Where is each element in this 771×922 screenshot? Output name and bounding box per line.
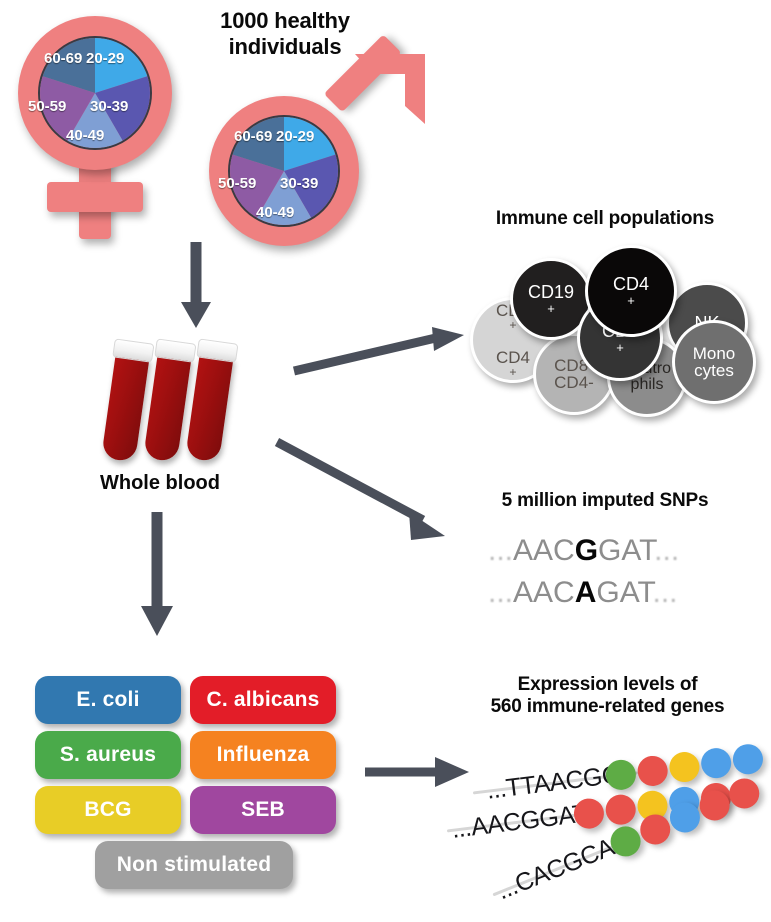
expression-bead (699, 746, 733, 780)
stimulation-label: S. aureus (59, 743, 157, 766)
stimulation-label: Influenza (216, 743, 310, 766)
stimulation-label: Non stimulated (116, 853, 272, 876)
female-gender-symbol: 20-29 30-39 40-49 50-59 60-69 (10, 14, 180, 239)
blood-tube-body (185, 352, 234, 463)
snp-left-flank: AAC (513, 534, 575, 567)
snp-allele-row-2: ...AACAGAT... (488, 576, 678, 610)
immune-cell-label: Mono cytes (692, 343, 736, 380)
pie-label-40-49: 40-49 (256, 204, 295, 221)
arrow-stimulations-to-expression (365, 757, 469, 787)
snps-title: 5 million imputed SNPs (501, 490, 709, 511)
immune-cell-cd4: CD4 + (585, 245, 677, 337)
snp-prefix: ... (488, 534, 514, 567)
pie-label-40-49: 40-49 (66, 127, 105, 144)
arrow-blood-to-snps (274, 438, 445, 540)
snp-allele-row-1: ...AACGGAT... (488, 534, 679, 568)
pie-label-30-39: 30-39 (90, 98, 129, 115)
pie-label-60-69: 60-69 (234, 128, 273, 145)
snp-suffix: ... (654, 534, 680, 567)
immune-cell-label: CD19 + (527, 282, 575, 316)
stimulation-button-seb[interactable]: SEB (190, 786, 336, 834)
stimulation-label: C. albicans (206, 688, 320, 711)
age-pie-female (38, 36, 152, 150)
expression-bead (667, 750, 702, 784)
stimulation-label: E. coli (76, 688, 140, 711)
pie-label-60-69: 60-69 (44, 50, 83, 67)
arrow-cohort-to-blood (181, 242, 211, 328)
stimulation-button-e-coli[interactable]: E. coli (35, 676, 181, 724)
pie-label-20-29: 20-29 (86, 50, 125, 67)
blood-tube-body (143, 352, 192, 463)
immune-cells-title: Immune cell populations (495, 208, 715, 229)
snp-variant-base: G (574, 534, 599, 567)
arrow-blood-to-stimulations (141, 512, 173, 636)
pie-label-50-59: 50-59 (218, 175, 257, 192)
stimulation-panel: E. coli C. albicans S. aureus Influenza … (35, 676, 345, 896)
stimulation-button-non-stimulated[interactable]: Non stimulated (95, 841, 293, 889)
page-title: 1000 healthy individuals (220, 8, 350, 59)
immune-cell-label: CD4 + (612, 274, 649, 308)
immune-cell-monocytes: Mono cytes (672, 320, 756, 404)
female-symbol-cross (47, 182, 143, 212)
whole-blood-tubes (95, 338, 265, 470)
expression-strands: ...TTAACGG ...AACGGAT ...CACGCAA (446, 738, 771, 918)
expression-bead (635, 754, 670, 788)
snp-variant-base: A (574, 576, 597, 609)
snp-right-flank: GAT (596, 576, 653, 609)
arrow-blood-to-immune-cells (292, 327, 464, 376)
stimulation-label: BCG (84, 798, 132, 821)
pie-label-30-39: 30-39 (280, 175, 319, 192)
stimulation-button-s-aureus[interactable]: S. aureus (35, 731, 181, 779)
strand-sequence: ...AACGGAT (450, 799, 589, 844)
male-gender-symbol: 20-29 30-39 40-49 50-59 60-69 (205, 34, 425, 250)
immune-cell-cluster: CD19+ CD4+ NK CD8+CD4+ CD8+ CD8-CD4- Neu… (470, 245, 760, 417)
stimulation-button-bcg[interactable]: BCG (35, 786, 181, 834)
snp-right-flank: GAT (598, 534, 655, 567)
snp-suffix: ... (652, 576, 678, 609)
stimulation-button-c-albicans[interactable]: C. albicans (190, 676, 336, 724)
pie-label-50-59: 50-59 (28, 98, 67, 115)
stimulation-label: SEB (241, 798, 285, 821)
blood-tube-body (101, 352, 150, 463)
whole-blood-label: Whole blood (100, 472, 220, 494)
snp-left-flank: AAC (513, 576, 575, 609)
expression-title: Expression levels of 560 immune-related g… (490, 674, 725, 718)
age-pie-male (228, 115, 340, 227)
stimulation-button-influenza[interactable]: Influenza (190, 731, 336, 779)
pie-label-20-29: 20-29 (276, 128, 315, 145)
snp-prefix: ... (488, 576, 514, 609)
male-symbol-arrow-head (355, 54, 425, 124)
